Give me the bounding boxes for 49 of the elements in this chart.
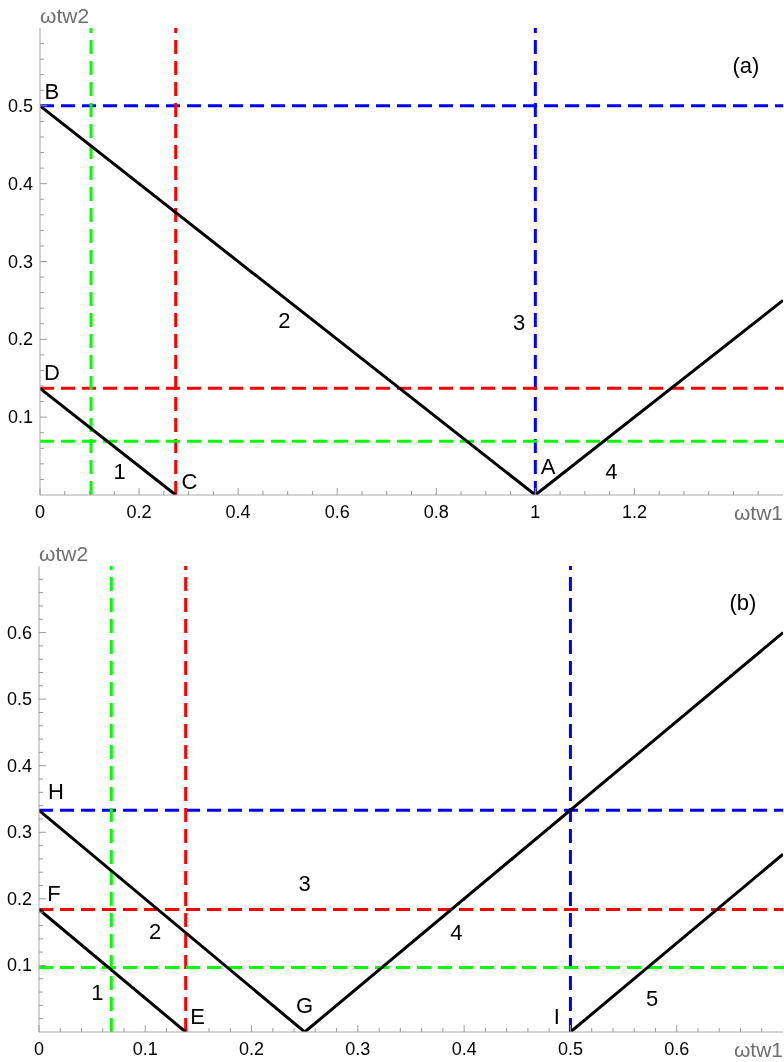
y-tick-label: 0.2 — [7, 329, 33, 350]
y-tick-label: 0.4 — [7, 173, 33, 194]
annotation: D — [43, 359, 60, 385]
y-tick-label: 0.2 — [6, 888, 32, 909]
annotation: 4 — [450, 919, 463, 945]
annotation: 2 — [278, 308, 291, 334]
annotation: A — [540, 454, 556, 480]
annotation: 2 — [148, 918, 162, 944]
x-tick-label: 0.6 — [324, 502, 350, 522]
y-axis-title: ωtw2 — [40, 3, 90, 27]
x-tick-label: 0 — [33, 1039, 45, 1059]
annotation: 4 — [605, 459, 618, 485]
x-tick-label: 0.4 — [451, 1039, 477, 1059]
annotation: (a) — [732, 53, 760, 79]
x-tick-label: 0.2 — [126, 502, 152, 522]
annotation: F — [47, 881, 61, 907]
x-tick-label: 1 — [530, 502, 541, 522]
y-tick-label: 0.1 — [6, 955, 32, 976]
x-tick-label: 0.4 — [225, 502, 251, 522]
y-tick-label: 0.4 — [6, 755, 32, 776]
annotation: G — [296, 992, 314, 1018]
x-tick-label: 0 — [34, 502, 46, 522]
x-tick-label: 0.2 — [239, 1039, 265, 1059]
y-axis-title: ωtw2 — [39, 541, 89, 565]
x-tick-label: 0.1 — [132, 1039, 158, 1059]
annotation: 1 — [113, 459, 126, 485]
annotation: E — [190, 1003, 205, 1029]
annotation: (b) — [729, 589, 757, 615]
annotation: H — [48, 779, 64, 805]
x-tick-label: 0.6 — [664, 1039, 690, 1059]
annotation: 3 — [513, 309, 526, 335]
x-tick-label: 0.3 — [345, 1039, 371, 1059]
y-tick-label: 0.3 — [6, 822, 32, 843]
annotation: I — [553, 1004, 560, 1030]
x-tick-label: 0.8 — [423, 502, 449, 522]
y-tick-label: 0.1 — [7, 407, 33, 428]
y-tick-label: 0.6 — [6, 622, 32, 643]
annotation: 1 — [91, 979, 104, 1005]
y-tick-label: 0.3 — [7, 251, 33, 272]
annotation: B — [44, 78, 60, 104]
y-tick-label: 0.5 — [7, 95, 33, 116]
annotation: 5 — [645, 985, 659, 1011]
y-tick-label: 0.5 — [6, 689, 32, 710]
x-axis-title: ωtw1 — [733, 1037, 783, 1061]
annotation: C — [181, 469, 198, 495]
x-axis-title: ωtw1 — [733, 500, 783, 524]
annotation: 3 — [298, 870, 311, 896]
x-tick-label: 1.2 — [621, 502, 647, 522]
x-tick-label: 0.5 — [557, 1039, 583, 1059]
